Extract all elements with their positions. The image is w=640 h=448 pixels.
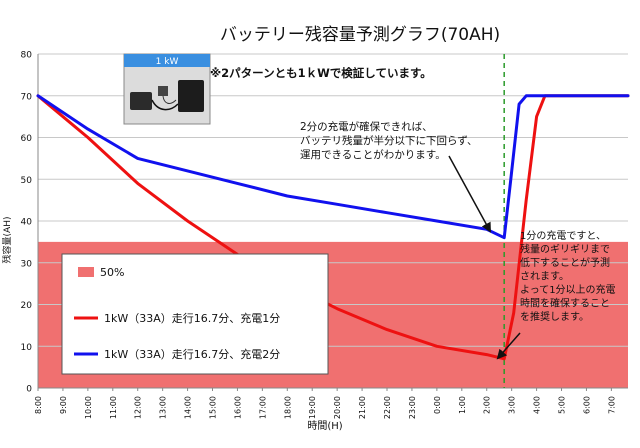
y-tick-label: 60	[21, 134, 33, 144]
chart-legend: 50% 1kW（33A）走行16.7分、充電1分 1kW（33A）走行16.7分…	[61, 253, 329, 375]
annotation-two-minute-charge: 2分の充電が確保できれば、バッテリ残量が半分以下に下回らず、運用できることがわか…	[300, 120, 478, 161]
y-tick-label: 80	[21, 51, 33, 61]
x-tick-label: 10:00	[84, 396, 93, 419]
x-tick-label: 6:00	[582, 396, 591, 414]
y-axis-ticks: 0 10 20 30 40 50 60 70 80	[21, 51, 33, 395]
verification-note: ※2パターンとも1ｋWで検証しています。	[210, 66, 432, 80]
series-line-red	[36, 94, 630, 361]
x-tick-label: 12:00	[134, 396, 143, 419]
x-tick-label: 4:00	[533, 396, 542, 414]
annotation-line: 残量のギリギリまで	[520, 243, 610, 256]
y-tick-label: 20	[21, 301, 33, 311]
annotation-line: 運用できることがわかります。	[300, 148, 446, 161]
x-axis-label: 時間(H)	[307, 420, 342, 432]
y-axis-label: 残容量(AH)	[1, 217, 13, 264]
annotation-line: 1分の充電ですと、	[520, 229, 606, 242]
annotation-arrow-blue	[448, 155, 491, 233]
annotation-line: 2分の充電が確保できれば、	[300, 120, 433, 133]
x-tick-label: 18:00	[283, 396, 292, 419]
legend-label-threshold: 50%	[100, 266, 124, 279]
x-tick-label: 3:00	[508, 396, 517, 414]
photo-label: 1 kW	[156, 57, 179, 67]
x-tick-label: 7:00	[607, 396, 616, 414]
legend-swatch-threshold	[78, 267, 94, 277]
x-tick-label: 0:00	[433, 396, 442, 414]
x-tick-label: 15:00	[209, 396, 218, 419]
annotation-line: 時間を確保すること	[520, 297, 610, 310]
x-tick-label: 14:00	[184, 396, 193, 419]
y-tick-label: 0	[26, 385, 32, 395]
x-axis-ticks: 8:00 9:00 10:00 11:00 12:00 13:00 14:00 15:00 16…	[34, 388, 616, 419]
annotation-line: されます。	[520, 271, 569, 283]
legend-label-blue-series: 1kW（33A）走行16.7分、充電2分	[104, 347, 280, 361]
series-layer	[36, 94, 630, 361]
x-tick-label: 23:00	[408, 396, 417, 419]
series-line-blue	[36, 94, 630, 240]
meter-unit-icon	[158, 86, 168, 96]
x-tick-label: 17:00	[258, 396, 267, 419]
annotation-one-minute-charge: 1分の充電ですと、残量のギリギリまで低下することが予測されます。よって1分以上の…	[520, 229, 616, 323]
chart-title: バッテリー残容量予測グラフ(70AH)	[220, 25, 500, 45]
annotation-line: よって1分以上の充電	[520, 283, 616, 296]
charger-unit-icon	[178, 80, 204, 112]
y-tick-label: 50	[21, 176, 33, 186]
y-tick-label: 40	[21, 218, 33, 228]
x-tick-label: 9:00	[59, 396, 68, 414]
annotation-line: 低下することが予測	[520, 256, 610, 269]
x-tick-label: 16:00	[233, 396, 242, 419]
x-tick-label: 5:00	[558, 396, 567, 414]
y-tick-label: 30	[21, 259, 33, 269]
x-tick-label: 8:00	[34, 396, 43, 414]
legend-label-red-series: 1kW（33A）走行16.7分、充電1分	[104, 311, 280, 325]
y-tick-label: 70	[21, 92, 33, 102]
x-tick-label: 2:00	[483, 396, 492, 414]
y-tick-label: 10	[21, 343, 33, 353]
cable-icon	[162, 95, 177, 104]
product-photo: 1 kW	[123, 53, 211, 125]
x-tick-label: 11:00	[109, 396, 118, 419]
x-tick-label: 13:00	[159, 396, 168, 419]
x-tick-label: 1:00	[458, 396, 467, 414]
annotation-arrow-red	[496, 332, 521, 360]
annotation-line: バッテリ残量が半分以下に下回らず、	[300, 134, 478, 147]
x-tick-label: 20:00	[333, 396, 342, 419]
cable-icon	[151, 99, 179, 111]
x-tick-label: 21:00	[358, 396, 367, 419]
annotation-line: を推奨します。	[520, 310, 589, 323]
x-tick-label: 22:00	[383, 396, 392, 419]
x-tick-label: 19:00	[308, 396, 317, 419]
battery-unit-icon	[130, 92, 152, 110]
